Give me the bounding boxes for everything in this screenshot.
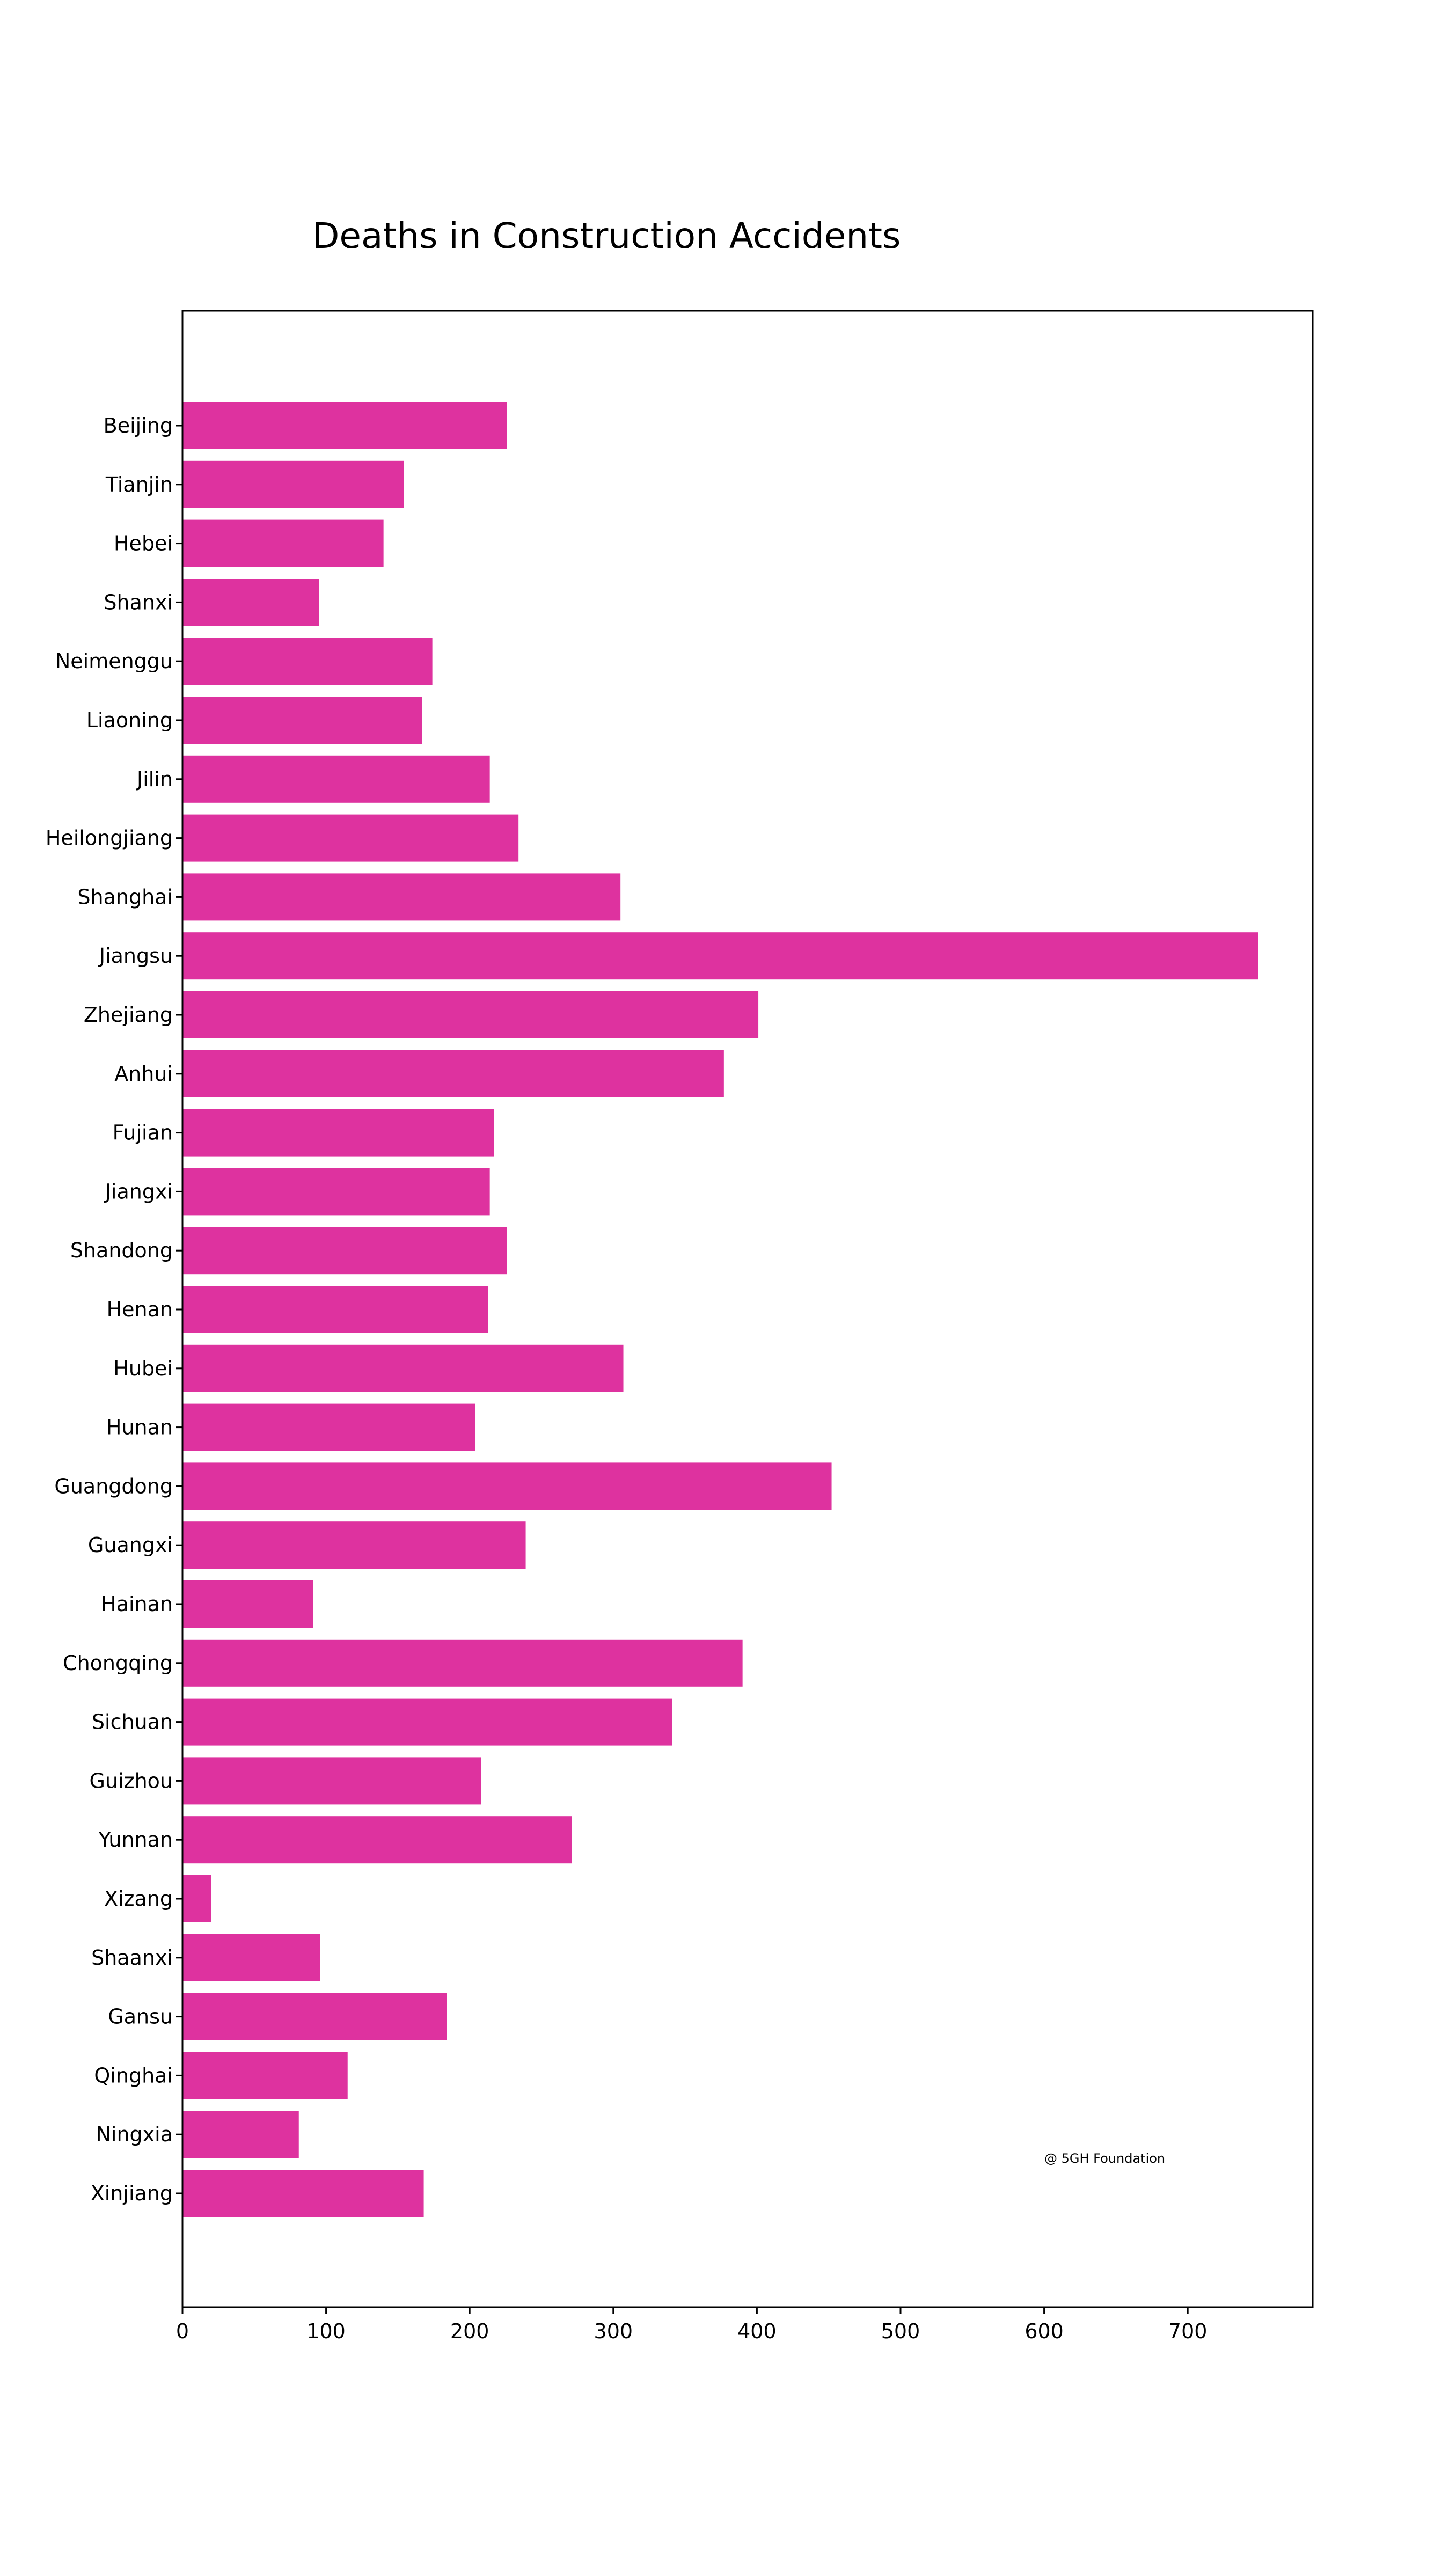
- x-tick-label: 100: [306, 2319, 346, 2343]
- bar-fujian: [182, 1109, 494, 1157]
- x-tick-label: 700: [1168, 2319, 1208, 2343]
- y-tick-label: Xizang: [104, 1887, 173, 1911]
- y-tick-label: Beijing: [104, 414, 173, 437]
- bar-chongqing: [182, 1639, 743, 1687]
- x-tick-label: 0: [176, 2319, 189, 2343]
- x-tick-label: 200: [450, 2319, 489, 2343]
- bar-hunan: [182, 1403, 475, 1451]
- y-tick-label: Qinghai: [94, 2063, 173, 2087]
- y-tick-label: Fujian: [113, 1121, 173, 1145]
- bar-guangdong: [182, 1462, 832, 1510]
- y-tick-label: Tianjin: [105, 473, 173, 496]
- y-tick-label: Guangxi: [88, 1533, 173, 1557]
- y-tick-label: Neimenggu: [55, 649, 173, 673]
- bar-beijing: [182, 402, 507, 449]
- bar-ningxia: [182, 2111, 299, 2158]
- bar-hainan: [182, 1580, 313, 1628]
- bar-tianjin: [182, 460, 404, 508]
- source-annotation: @ 5GH Foundation: [1044, 2151, 1165, 2166]
- x-tick-label: 400: [737, 2319, 777, 2343]
- bar-sichuan: [182, 1698, 672, 1746]
- x-tick-label: 300: [594, 2319, 633, 2343]
- bar-neimenggu: [182, 638, 433, 685]
- y-tick-label: Hubei: [113, 1357, 173, 1380]
- y-tick-label: Jilin: [136, 767, 173, 791]
- bar-hubei: [182, 1344, 624, 1392]
- bar-shanxi: [182, 579, 319, 626]
- y-tick-label: Guizhou: [90, 1769, 173, 1792]
- chart-title: Deaths in Construction Accidents: [312, 215, 901, 257]
- y-tick-label: Guangdong: [54, 1474, 173, 1498]
- bar-shaanxi: [182, 1934, 320, 1981]
- y-tick-label: Yunnan: [98, 1828, 173, 1851]
- bar-guangxi: [182, 1521, 526, 1569]
- bar-jiangxi: [182, 1168, 490, 1216]
- y-tick-label: Jiangsu: [98, 944, 173, 968]
- bar-shandong: [182, 1227, 507, 1275]
- bar-yunnan: [182, 1816, 572, 1864]
- bar-qinghai: [182, 2052, 348, 2099]
- bar-xinjiang: [182, 2170, 424, 2217]
- y-tick-label: Shanxi: [104, 590, 173, 614]
- bar-xizang: [182, 1875, 211, 1922]
- y-tick-label: Zhejiang: [84, 1003, 173, 1027]
- y-tick-label: Jiangxi: [104, 1180, 173, 1203]
- y-tick-labels: Beijing Tianjin Hebei Shanxi Neimenggu Liaoni…: [46, 414, 182, 2205]
- bar-anhui: [182, 1050, 724, 1097]
- bar-jiangsu: [182, 932, 1258, 980]
- y-tick-label: Shanghai: [77, 885, 173, 909]
- bar-hebei: [182, 519, 384, 567]
- bar-henan: [182, 1286, 488, 1333]
- y-tick-label: Liaoning: [86, 708, 173, 732]
- bar-shanghai: [182, 873, 621, 921]
- x-tick-label: 500: [881, 2319, 920, 2343]
- y-tick-label: Heilongjiang: [46, 826, 173, 850]
- y-tick-label: Shandong: [70, 1239, 173, 1262]
- y-tick-label: Xinjiang: [91, 2182, 173, 2205]
- y-tick-label: Ningxia: [96, 2123, 173, 2146]
- y-tick-label: Henan: [107, 1298, 173, 1321]
- y-tick-label: Hebei: [114, 532, 173, 555]
- bars-group: [182, 402, 1258, 2217]
- bar-gansu: [182, 1993, 447, 2040]
- y-tick-label: Hainan: [101, 1592, 173, 1616]
- y-tick-label: Sichuan: [92, 1710, 173, 1734]
- bar-guizhou: [182, 1757, 481, 1805]
- y-tick-label: Gansu: [108, 2005, 173, 2029]
- y-tick-label: Shaanxi: [91, 1946, 173, 1970]
- bar-jilin: [182, 755, 490, 803]
- y-tick-label: Anhui: [114, 1062, 173, 1086]
- plot-frame: [181, 310, 1314, 2308]
- x-axis: 0 100 200 300 400 500 600 700: [176, 2307, 1208, 2343]
- bar-zhejiang: [182, 991, 759, 1038]
- bar-liaoning: [182, 697, 422, 744]
- y-tick-label: Hunan: [106, 1416, 173, 1439]
- bar-heilongjiang: [182, 814, 519, 862]
- y-tick-label: Chongqing: [63, 1651, 173, 1675]
- x-tick-label: 600: [1024, 2319, 1064, 2343]
